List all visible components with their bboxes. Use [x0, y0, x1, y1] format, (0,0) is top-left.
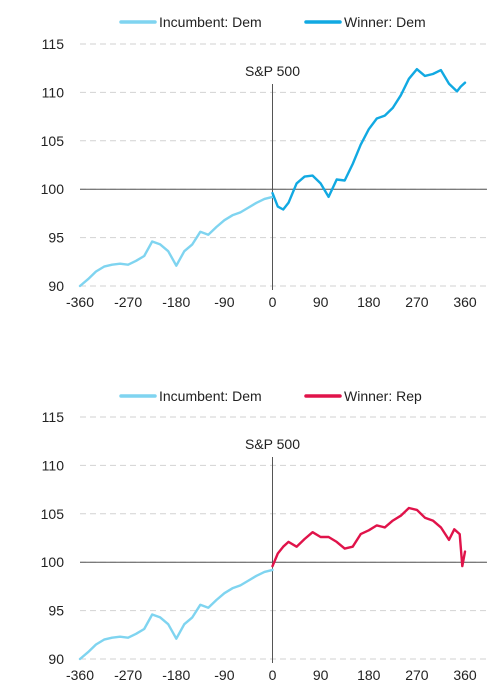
y-tick-label: 100: [41, 554, 65, 570]
y-tick-label: 95: [48, 230, 64, 246]
x-tick-label: -270: [114, 667, 142, 683]
series-line-winner: [271, 67, 467, 211]
x-tick-label: 90: [313, 667, 329, 683]
chart-title: S&P 500: [245, 63, 300, 79]
x-tick-label: -180: [162, 294, 190, 310]
y-tick-label: 110: [42, 84, 65, 100]
x-tick-label: 0: [269, 294, 277, 310]
legend-label: Incumbent: Dem: [159, 14, 262, 30]
series-line-winner: [271, 506, 467, 568]
y-tick-label: 90: [48, 278, 64, 294]
x-tick-label: 270: [405, 667, 429, 683]
x-tick-label: -360: [66, 294, 94, 310]
x-tick-label: -90: [214, 294, 234, 310]
series-line-incumbent: [78, 568, 274, 661]
y-tick-label: 105: [41, 133, 65, 149]
legend-label: Incumbent: Dem: [159, 388, 262, 404]
legend-label: Winner: Rep: [344, 388, 422, 404]
x-tick-label: 270: [405, 294, 429, 310]
y-tick-label: 100: [41, 181, 65, 197]
series-line-incumbent: [78, 195, 274, 288]
x-tick-label: 180: [357, 294, 381, 310]
x-tick-label: -270: [114, 294, 142, 310]
legend: Incumbent: Dem Winner: Dem: [119, 14, 426, 30]
x-tick-label: 360: [453, 294, 477, 310]
x-tick-label: -360: [66, 667, 94, 683]
x-tick-label: 90: [313, 294, 329, 310]
y-tick-label: 115: [42, 409, 65, 425]
y-tick-label: 110: [42, 457, 65, 473]
legend-label: Winner: Dem: [344, 14, 426, 30]
y-tick-label: 95: [48, 603, 64, 619]
chart-title: S&P 500: [245, 436, 300, 452]
x-tick-label: 360: [453, 667, 477, 683]
y-tick-label: 90: [48, 651, 64, 667]
x-tick-label: 0: [269, 667, 277, 683]
y-tick-label: 115: [42, 36, 65, 52]
x-tick-label: -90: [214, 667, 234, 683]
x-tick-label: 180: [357, 667, 381, 683]
y-tick-label: 105: [41, 506, 65, 522]
legend: Incumbent: Dem Winner: Rep: [119, 388, 422, 404]
x-tick-label: -180: [162, 667, 190, 683]
